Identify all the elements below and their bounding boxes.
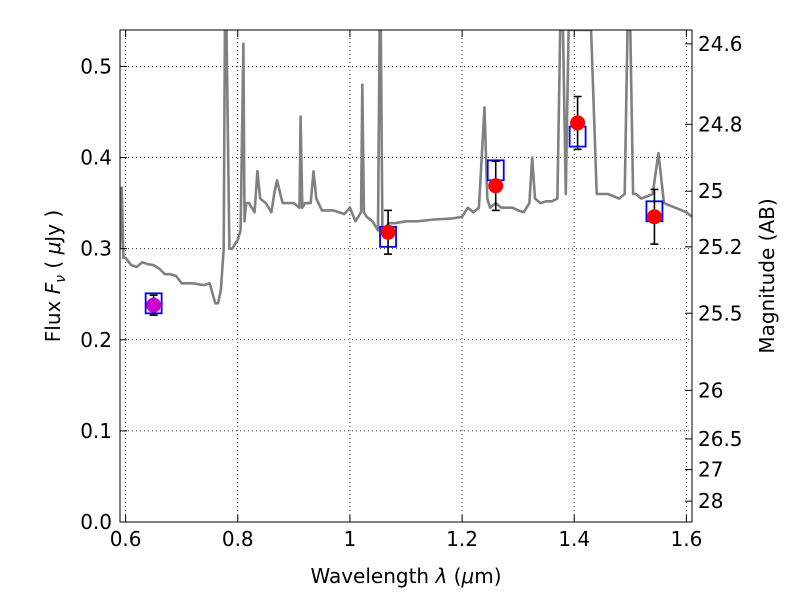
photometry-markers [144,95,664,316]
axis-ticks: 0.6 0.8 1 1.2 1.4 1.6 0.0 0.1 0.2 0.3 0.4 0.5 24.6 24… [80,30,743,551]
right-tick-label: 24.6 [698,32,743,56]
observed-point [488,178,504,194]
right-tick-label: 26.5 [698,427,743,451]
y-tick-label: 0.0 [80,510,112,534]
right-tick-label: 25.2 [698,235,743,259]
x-tick-label: 1.6 [670,527,702,551]
y-tick-label: 0.5 [80,54,112,78]
model-spectrum-line [120,30,692,305]
plot-background [120,30,692,522]
x-tick-label: 0.8 [222,527,254,551]
right-tick-label: 27 [698,458,723,482]
y-axis-label-right: Magnitude (AB) [755,198,779,353]
y-tick-label: 0.1 [80,419,112,443]
right-tick-label: 25.5 [698,301,743,325]
right-tick-label: 26 [698,378,723,402]
observed-point [646,209,662,225]
x-tick-label: 1 [344,527,357,551]
y-tick-label: 0.4 [80,146,112,170]
x-axis-label: Wavelength λ (μm) [310,564,501,588]
x-tick-label: 0.6 [110,527,142,551]
y-axis-label: Flux Fν ( μJy ) [41,210,69,342]
observed-point [570,115,586,131]
observed-point [380,224,396,240]
right-tick-label: 25 [698,179,723,203]
y-tick-label: 0.2 [80,328,112,352]
plot-frame [119,29,693,523]
y-tick-label: 0.3 [80,237,112,261]
x-tick-label: 1.4 [558,527,590,551]
right-tick-label: 24.8 [698,112,743,136]
x-tick-label: 1.2 [446,527,478,551]
observed-point [146,297,162,313]
right-tick-label: 28 [698,489,723,513]
model-spectrum [120,30,692,305]
